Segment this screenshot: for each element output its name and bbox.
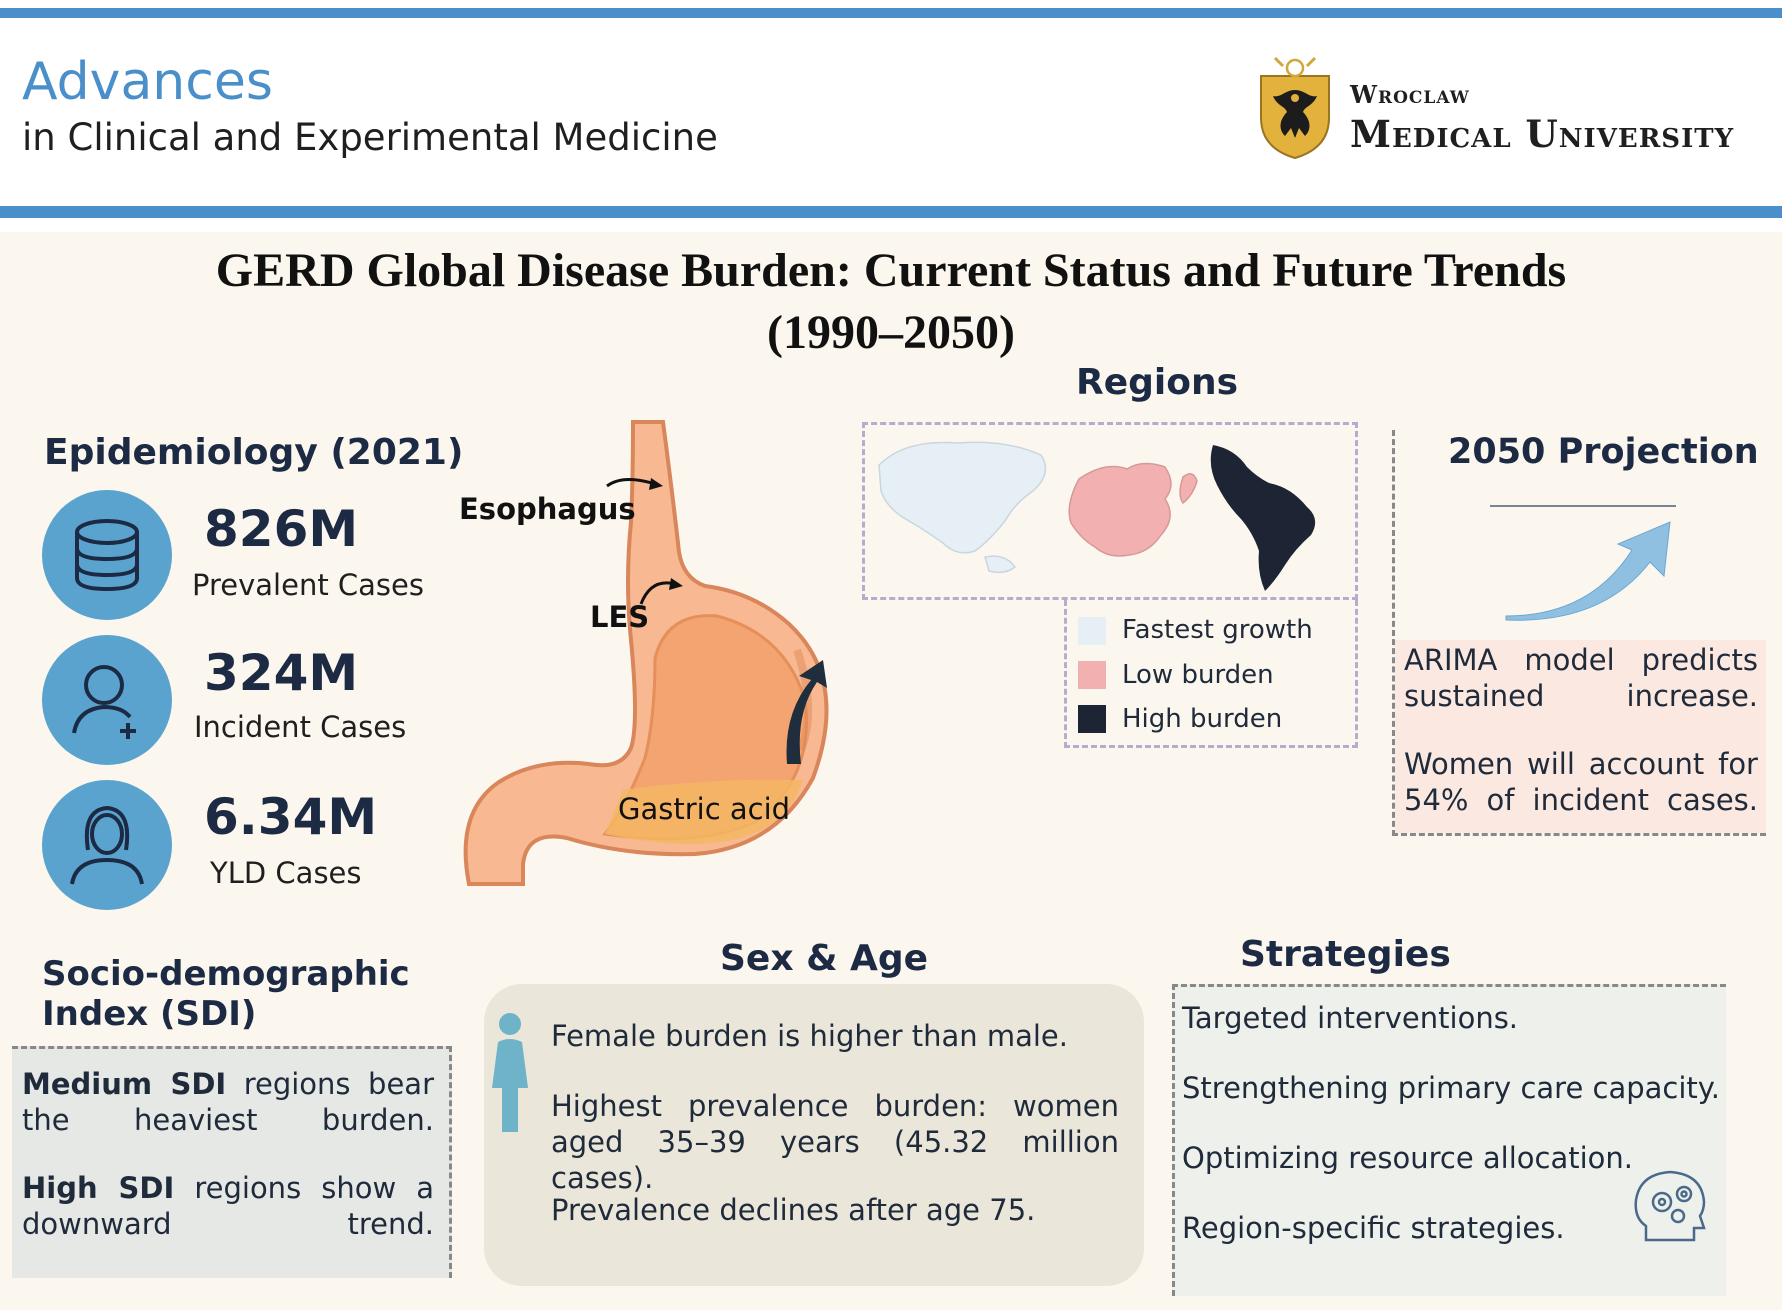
trend-up-arrow-icon <box>1505 521 1671 621</box>
legend-label-fastest-growth: Fastest growth <box>1122 615 1313 645</box>
projection-heading: 2050 Projection <box>1448 432 1759 472</box>
sdi-heading: Socio-demographic Index (SDI) <box>42 954 410 1034</box>
les-label: LES <box>590 600 650 634</box>
stat-icon-circle <box>42 635 172 765</box>
reflux-arrow-icon <box>786 660 827 764</box>
legend-label-low-burden: Low burden <box>1122 660 1274 690</box>
strategy-item-3: Optimizing resource allocation. <box>1182 1141 1634 1175</box>
esophagus-label: Esophagus <box>459 492 636 526</box>
header-top-bar <box>0 8 1782 18</box>
sex-age-text-1: Female burden is higher than male. <box>551 1019 1068 1053</box>
journal-title: Advances <box>22 52 273 112</box>
projection-panel <box>1392 430 1766 836</box>
legend-swatch-high-burden <box>1078 705 1106 733</box>
china-region <box>1068 462 1172 557</box>
sdi-box <box>12 1046 452 1278</box>
projection-text-2: Women will account for 54% of incident c… <box>1404 747 1758 817</box>
yld-cases-label: YLD Cases <box>210 856 362 890</box>
sex-age-heading: Sex & Age <box>720 938 929 979</box>
university-name-line2: Medical University <box>1350 112 1735 156</box>
header-bottom-bar <box>0 206 1782 218</box>
sex-age-text-3: Prevalence declines after age 75. <box>551 1193 1036 1227</box>
sex-age-box <box>484 984 1144 1286</box>
legend-label-high-burden: High burden <box>1122 704 1283 734</box>
legend-swatch-low-burden <box>1078 661 1106 689</box>
epidemiology-heading: Epidemiology (2021) <box>44 432 464 473</box>
asia-region <box>878 441 1047 554</box>
projection-text-bg <box>1395 640 1766 833</box>
sdi-text-1: Medium SDI regions bear the heaviest bur… <box>22 1067 434 1137</box>
incident-cases-value: 324M <box>204 644 359 702</box>
stat-icon-circle <box>42 490 172 620</box>
projection-divider <box>1490 505 1676 507</box>
database-icon <box>75 519 139 592</box>
incident-cases-label: Incident Cases <box>194 710 407 744</box>
strategies-heading: Strategies <box>1240 934 1451 975</box>
regions-heading: Regions <box>1076 362 1239 403</box>
strategy-item-2: Strengthening primary care capacity. <box>1182 1071 1721 1105</box>
user-add-icon <box>72 665 136 739</box>
woman-icon <box>70 805 144 885</box>
strategy-item-1: Targeted interventions. <box>1182 1001 1519 1035</box>
stomach-illustration <box>463 420 829 886</box>
infographic-title: GERD Global Disease Burden: Current Stat… <box>215 244 1567 359</box>
projection-text-1: ARIMA model predicts sustained increase. <box>1404 643 1758 713</box>
world-map-regions <box>878 441 1316 591</box>
sdi-medium-label: Medium SDI <box>22 1067 227 1101</box>
legend-swatch-fastest-growth <box>1078 617 1106 645</box>
regions-legend-box <box>1064 600 1358 748</box>
university-crest-icon <box>1260 56 1330 160</box>
strategies-box <box>1172 984 1726 1296</box>
journal-subtitle: in Clinical and Experimental Medicine <box>22 116 718 159</box>
sex-age-text-2: Highest prevalence burden: women aged 35… <box>551 1089 1119 1195</box>
sdi-high-label: High SDI <box>22 1171 175 1205</box>
strategy-item-4: Region-specific strategies. <box>1182 1211 1565 1245</box>
female-figure-icon <box>492 1013 528 1132</box>
yld-cases-value: 6.34M <box>204 788 378 846</box>
regions-map-box <box>862 422 1358 600</box>
head-gears-icon <box>1634 1170 1706 1242</box>
stat-icon-circle <box>42 780 172 910</box>
gastric-acid-label: Gastric acid <box>618 792 791 826</box>
latin-america-region <box>1210 445 1316 591</box>
esophagus-pointer <box>606 478 656 488</box>
sdi-text-2: High SDI regions show a downward trend. <box>22 1171 434 1241</box>
prevalent-cases-value: 826M <box>204 500 359 558</box>
university-name-line1: Wroclaw <box>1350 80 1470 109</box>
prevalent-cases-label: Prevalent Cases <box>192 568 424 602</box>
